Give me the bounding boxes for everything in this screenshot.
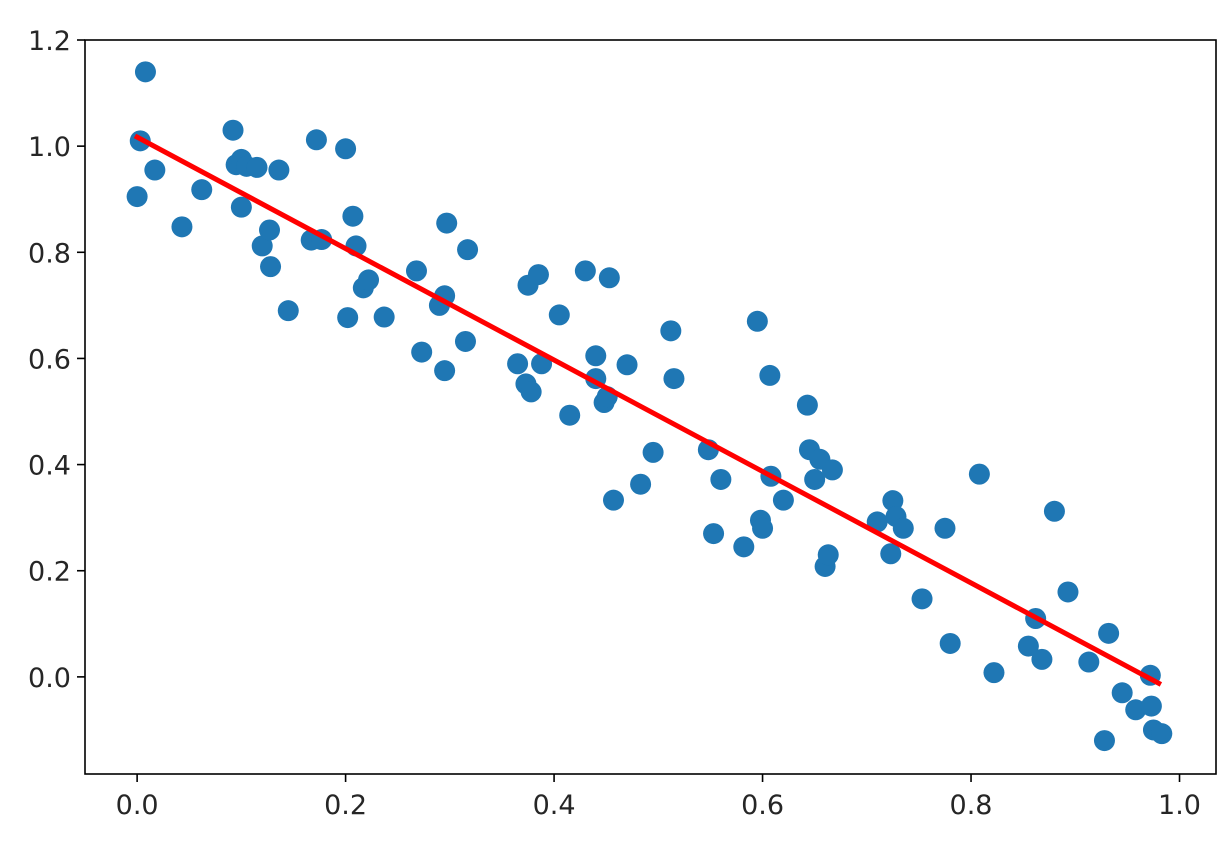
scatter-point-82 [1017,635,1039,657]
y-tick-label-1: 0.2 [28,557,71,588]
scatter-point-28 [411,341,433,363]
scatter-point-43 [574,260,596,282]
scatter-point-48 [598,267,620,289]
scatter-point-90 [1111,682,1133,704]
scatter-point-45 [585,345,607,367]
scatter-point-57 [710,468,732,490]
scatter-point-42 [559,404,581,426]
scatter-point-95 [1151,723,1173,745]
scatter-point-61 [752,517,774,539]
scatter-point-70 [817,544,839,566]
plot-frame [84,39,1217,775]
scatter-point-5 [191,179,213,201]
x-tick-label-2: 0.4 [533,790,576,821]
scatter-point-85 [1043,500,1065,522]
scatter-point-67 [804,468,826,490]
scatter-point-86 [1057,581,1079,603]
scatter-point-49 [602,489,624,511]
scatter-point-84 [1031,648,1053,670]
scatter-point-20 [335,138,357,160]
scatter-point-27 [405,260,427,282]
y-tick-label-2: 0.4 [28,451,71,482]
scatter-point-15 [268,159,290,181]
x-tick-label-4: 0.8 [950,790,993,821]
scatter-point-80 [968,463,990,485]
scatter-point-93 [1140,695,1162,717]
scatter-point-76 [892,517,914,539]
scatter-point-22 [342,205,364,227]
scatter-point-21 [337,307,359,329]
fit-line [133,133,1163,687]
scatter-point-4 [171,216,193,238]
scatter-point-87 [1078,651,1100,673]
scatter-point-77 [911,588,933,610]
x-tick-label-1: 0.2 [324,790,367,821]
scatter-point-16 [277,300,299,322]
scatter-point-79 [939,632,961,654]
scatter-point-89 [1098,622,1120,644]
scatter-point-62 [759,364,781,386]
scatter-point-2 [134,61,156,83]
scatter-point-50 [616,354,638,376]
scatter-point-6 [222,119,244,141]
scatter-point-11 [246,156,268,178]
scatter-point-38 [520,381,542,403]
scatter-point-64 [772,489,794,511]
scatter-point-54 [663,368,685,390]
scatter-point-9 [230,196,252,218]
scatter-point-26 [373,306,395,328]
y-tick-label-0: 0.0 [28,663,71,694]
scatter-point-88 [1093,730,1115,752]
scatter-series [126,61,1173,752]
scatter-point-34 [457,239,479,261]
scatter-point-56 [703,523,725,545]
y-tick-label-5: 1.0 [28,132,71,163]
scatter-point-32 [436,212,458,234]
scatter-point-12 [251,235,273,257]
x-tick-label-0: 0.0 [116,790,159,821]
x-axis: 0.0 0.2 0.4 0.6 0.8 1.0 [116,774,1201,821]
scatter-point-3 [144,159,166,181]
scatter-point-18 [305,129,327,151]
x-tick-label-5: 1.0 [1158,790,1201,821]
y-tick-label-6: 1.2 [28,26,71,57]
scatter-point-13 [259,219,281,241]
scatter-point-14 [260,256,282,278]
scatter-point-52 [642,441,664,463]
scatter-point-33 [454,330,476,352]
x-tick-label-3: 0.6 [741,790,784,821]
y-axis: 0.0 0.2 0.4 0.6 0.8 1.0 1.2 [28,26,85,694]
y-tick-label-3: 0.6 [28,344,71,375]
scatter-point-51 [630,473,652,495]
scatter-point-25 [358,269,380,291]
scatter-point-74 [882,490,904,512]
scatter-point-59 [746,310,768,332]
scatter-point-78 [934,517,956,539]
scatter-point-73 [880,543,902,565]
scatter-point-39 [527,264,549,286]
scatter-point-81 [983,662,1005,684]
fit-line-series [133,133,1163,687]
scatter-point-53 [660,320,682,342]
scatter-point-31 [434,360,456,382]
scatter-point-35 [507,353,529,375]
scatter-point-58 [733,536,755,558]
scatter-point-41 [548,304,570,326]
scatter-point-0 [126,186,148,208]
scatter-point-71 [821,459,843,481]
scatter-point-65 [796,394,818,416]
y-tick-label-4: 0.8 [28,238,71,269]
